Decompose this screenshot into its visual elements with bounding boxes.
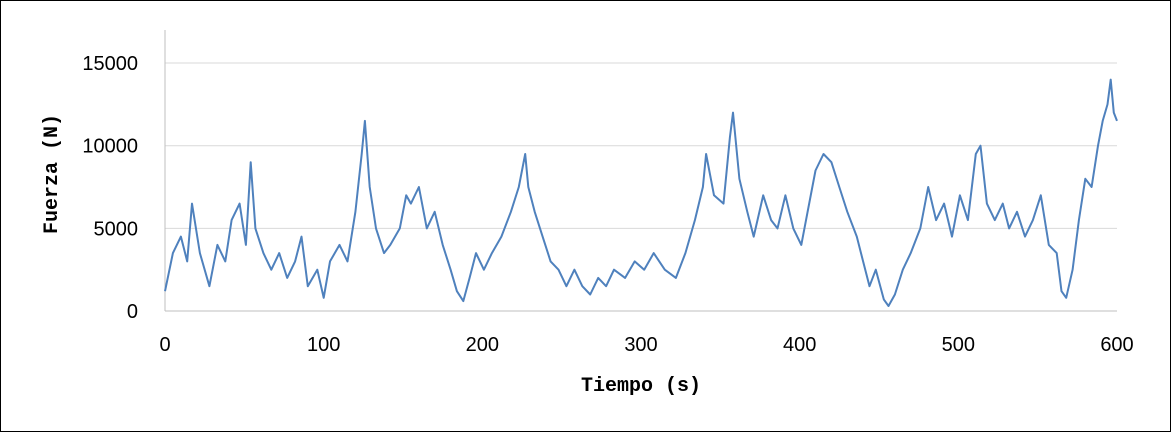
- series-line: [164, 78, 1118, 307]
- x-tick-label: 400: [783, 334, 816, 356]
- y-tick-labels: 0 5000 10000 15000: [82, 53, 138, 323]
- plot-area: [164, 78, 1118, 307]
- y-axis-title: Fuerza (N): [41, 114, 64, 234]
- y-tick-label: 10000: [82, 136, 138, 158]
- x-tick-labels: 0 100 200 300 400 500 600: [159, 334, 1133, 356]
- x-tick-label: 500: [942, 334, 975, 356]
- x-tick-label: 600: [1100, 334, 1133, 356]
- x-tick-label: 100: [307, 334, 340, 356]
- y-tick-label: 0: [127, 301, 138, 323]
- y-tick-label: 5000: [94, 218, 139, 240]
- gridlines: [164, 30, 1117, 312]
- x-tick-label: 0: [159, 334, 170, 356]
- x-tick-label: 200: [466, 334, 499, 356]
- x-axis-title: Tiempo (s): [581, 375, 701, 398]
- y-tick-label: 15000: [82, 53, 138, 75]
- x-tick-label: 300: [624, 334, 657, 356]
